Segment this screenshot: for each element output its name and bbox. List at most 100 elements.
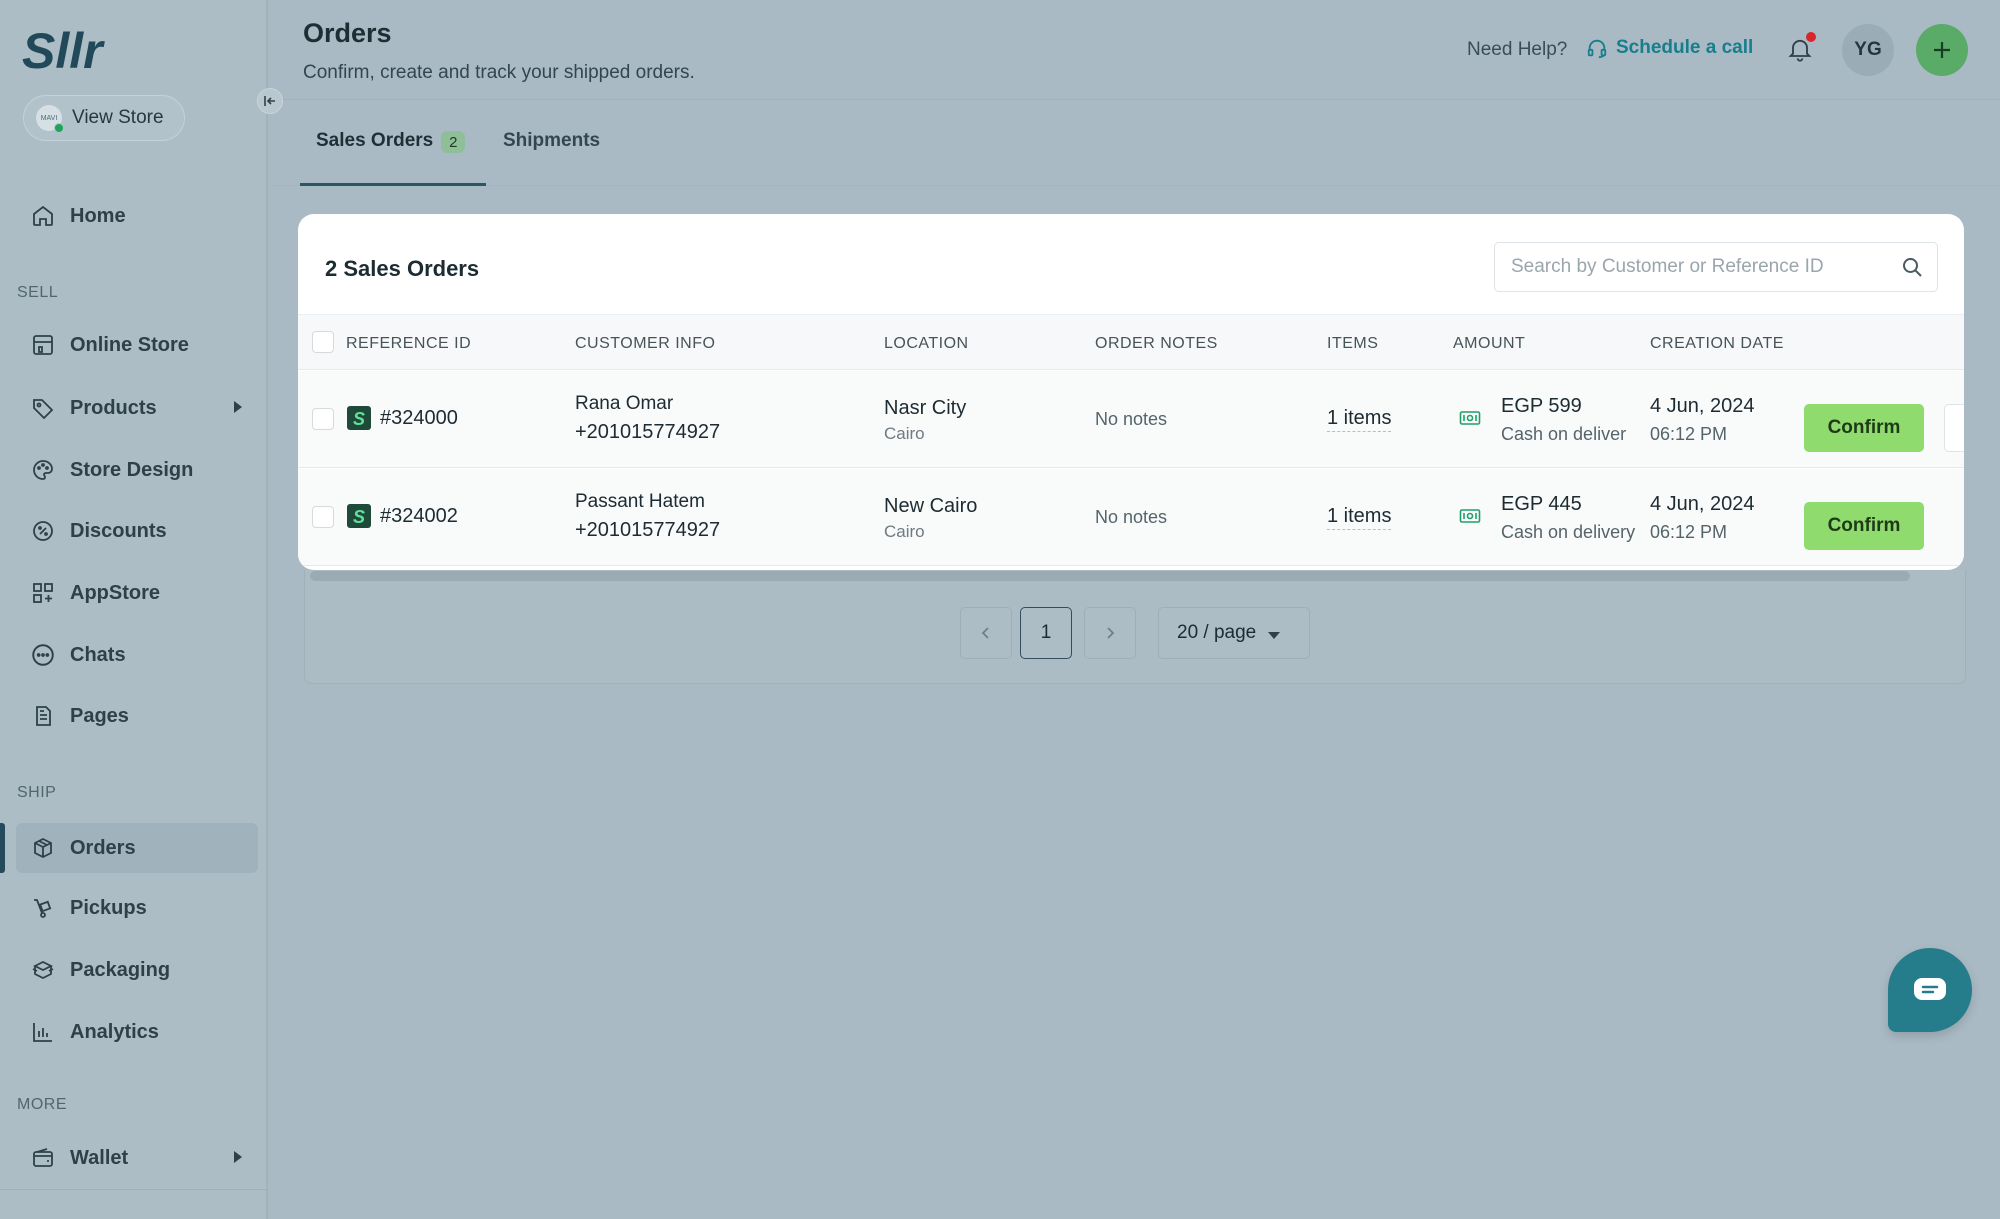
sidebar-item-wallet[interactable]: Wallet [16,1133,258,1183]
svg-text:S: S [353,507,365,527]
bell-icon [1788,39,1812,62]
column-header-order-notes[interactable]: ORDER NOTES [1095,335,1218,352]
column-header-reference-id[interactable]: REFERENCE ID [346,335,472,352]
customer-name: Rana Omar [575,393,674,414]
create-button[interactable] [1916,24,1968,76]
sidebar-item-online-store[interactable]: Online Store [16,320,258,370]
view-store-button[interactable]: MAVI View Store [23,95,185,141]
confirm-button[interactable]: Confirm [1804,502,1924,550]
column-header-items[interactable]: ITEMS [1327,335,1379,352]
page-size-value: 20 / page [1177,622,1257,643]
more-actions-button[interactable] [1944,404,1964,452]
sidebar-item-store-design[interactable]: Store Design [16,445,258,495]
sidebar-item-label: Pages [70,704,129,727]
orders-card: 2 Sales Orders Search by Customer or Ref… [298,214,1964,570]
horizontal-scrollbar[interactable] [310,571,1910,581]
store-avatar: MAVI [36,105,64,133]
page-button-current[interactable]: 1 [1020,607,1072,659]
home-icon [30,203,56,229]
column-header-location[interactable]: LOCATION [884,335,969,352]
customer-phone: +201015774927 [575,421,721,443]
order-reference[interactable]: #324002 [380,505,458,527]
chevron-down-icon [1268,631,1281,639]
expand-arrow-icon[interactable] [234,401,242,413]
sidebar-item-packaging[interactable]: Packaging [16,945,258,995]
expand-arrow-icon[interactable] [234,1151,242,1163]
sidebar-item-chats[interactable]: Chats [16,630,258,680]
creation-time: 06:12 PM [1650,424,1728,444]
sidebar-item-products[interactable]: Products [16,383,258,433]
select-all-checkbox[interactable] [312,331,334,353]
tab-label: Shipments [503,130,601,151]
schedule-call-link[interactable]: Schedule a call [1586,37,1753,59]
order-amount: EGP 445 [1501,493,1582,515]
notifications-button[interactable] [1786,32,1816,66]
box-icon [30,835,56,861]
sidebar-item-label: Packaging [70,958,171,981]
confirm-button[interactable]: Confirm [1804,404,1924,452]
table-header: REFERENCE ID CUSTOMER INFO LOCATION ORDE… [298,314,1964,370]
column-header-amount[interactable]: AMOUNT [1453,335,1526,352]
cash-icon [1459,509,1481,523]
sidebar-item-analytics[interactable]: Analytics [16,1007,258,1057]
search-input[interactable]: Search by Customer or Reference ID [1494,242,1938,292]
view-store-label: View Store [72,107,164,128]
sidebar-item-appstore[interactable]: AppStore [16,568,258,618]
sidebar-item-label: Online Store [70,333,189,356]
chat-icon [30,642,56,668]
row-checkbox[interactable] [312,506,334,528]
row-checkbox[interactable] [312,408,334,430]
headset-icon [1587,39,1607,59]
sidebar-item-discounts[interactable]: Discounts [16,506,258,556]
order-items[interactable]: 1 items [1327,407,1392,432]
sllr-channel-icon: S [347,504,371,528]
sidebar-item-home[interactable]: Home [16,191,258,241]
page-size-select[interactable]: 20 / page [1158,607,1310,659]
chat-bubble-icon [1914,978,1946,1000]
sidebar: Sllr MAVI View Store Home SELL Online St… [0,0,268,1219]
order-reference[interactable]: #324000 [380,407,458,429]
chevron-right-icon [1107,627,1115,639]
svg-text:Sllr: Sllr [22,26,105,76]
order-notes: No notes [1095,507,1168,527]
order-tabs: Sales Orders 2 Shipments [270,110,2000,186]
user-avatar[interactable]: YG [1842,24,1894,76]
location-governorate: Cairo [884,424,925,443]
order-amount: EGP 599 [1501,395,1582,417]
chart-icon [30,1019,56,1045]
order-items[interactable]: 1 items [1327,505,1392,530]
search-icon[interactable] [1887,255,1937,279]
order-notes: No notes [1095,409,1168,429]
page-subtitle: Confirm, create and track your shipped o… [303,62,695,83]
column-header-creation-date[interactable]: CREATION DATE [1650,335,1784,352]
plus-icon [1934,42,1950,58]
sidebar-item-label: Home [70,204,126,227]
table-row[interactable]: S #324002 Passant Hatem +201015774927 Ne… [298,469,1964,566]
sidebar-item-label: Chats [70,643,126,666]
page-title: Orders [303,18,392,48]
prev-page-button[interactable] [960,607,1012,659]
chevron-left-icon [981,627,989,639]
document-icon [30,703,56,729]
next-page-button[interactable] [1084,607,1136,659]
sllr-logo[interactable]: Sllr [22,26,132,76]
location-city: New Cairo [884,495,978,517]
search-placeholder: Search by Customer or Reference ID [1511,256,1824,277]
collapse-sidebar-button[interactable] [257,88,283,114]
table-row[interactable]: S #324000 Rana Omar +201015774927 Nasr C… [298,371,1964,468]
tab-label: Sales Orders [316,130,434,151]
orders-count-title: 2 Sales Orders [325,256,480,281]
support-chat-button[interactable] [1888,948,1972,1032]
tag-icon [30,395,56,421]
active-indicator [0,823,5,873]
payment-method: Cash on deliver [1501,424,1627,444]
column-header-customer-info[interactable]: CUSTOMER INFO [575,335,716,352]
tab-sales-orders[interactable]: Sales Orders 2 [300,130,486,186]
section-label-sell: SELL [17,284,59,301]
location-governorate: Cairo [884,522,925,541]
tab-shipments[interactable]: Shipments [503,130,600,186]
sidebar-item-label: Orders [70,836,136,859]
sidebar-item-pickups[interactable]: Pickups [16,883,258,933]
sidebar-item-orders[interactable]: Orders [16,823,258,873]
sidebar-item-pages[interactable]: Pages [16,691,258,741]
